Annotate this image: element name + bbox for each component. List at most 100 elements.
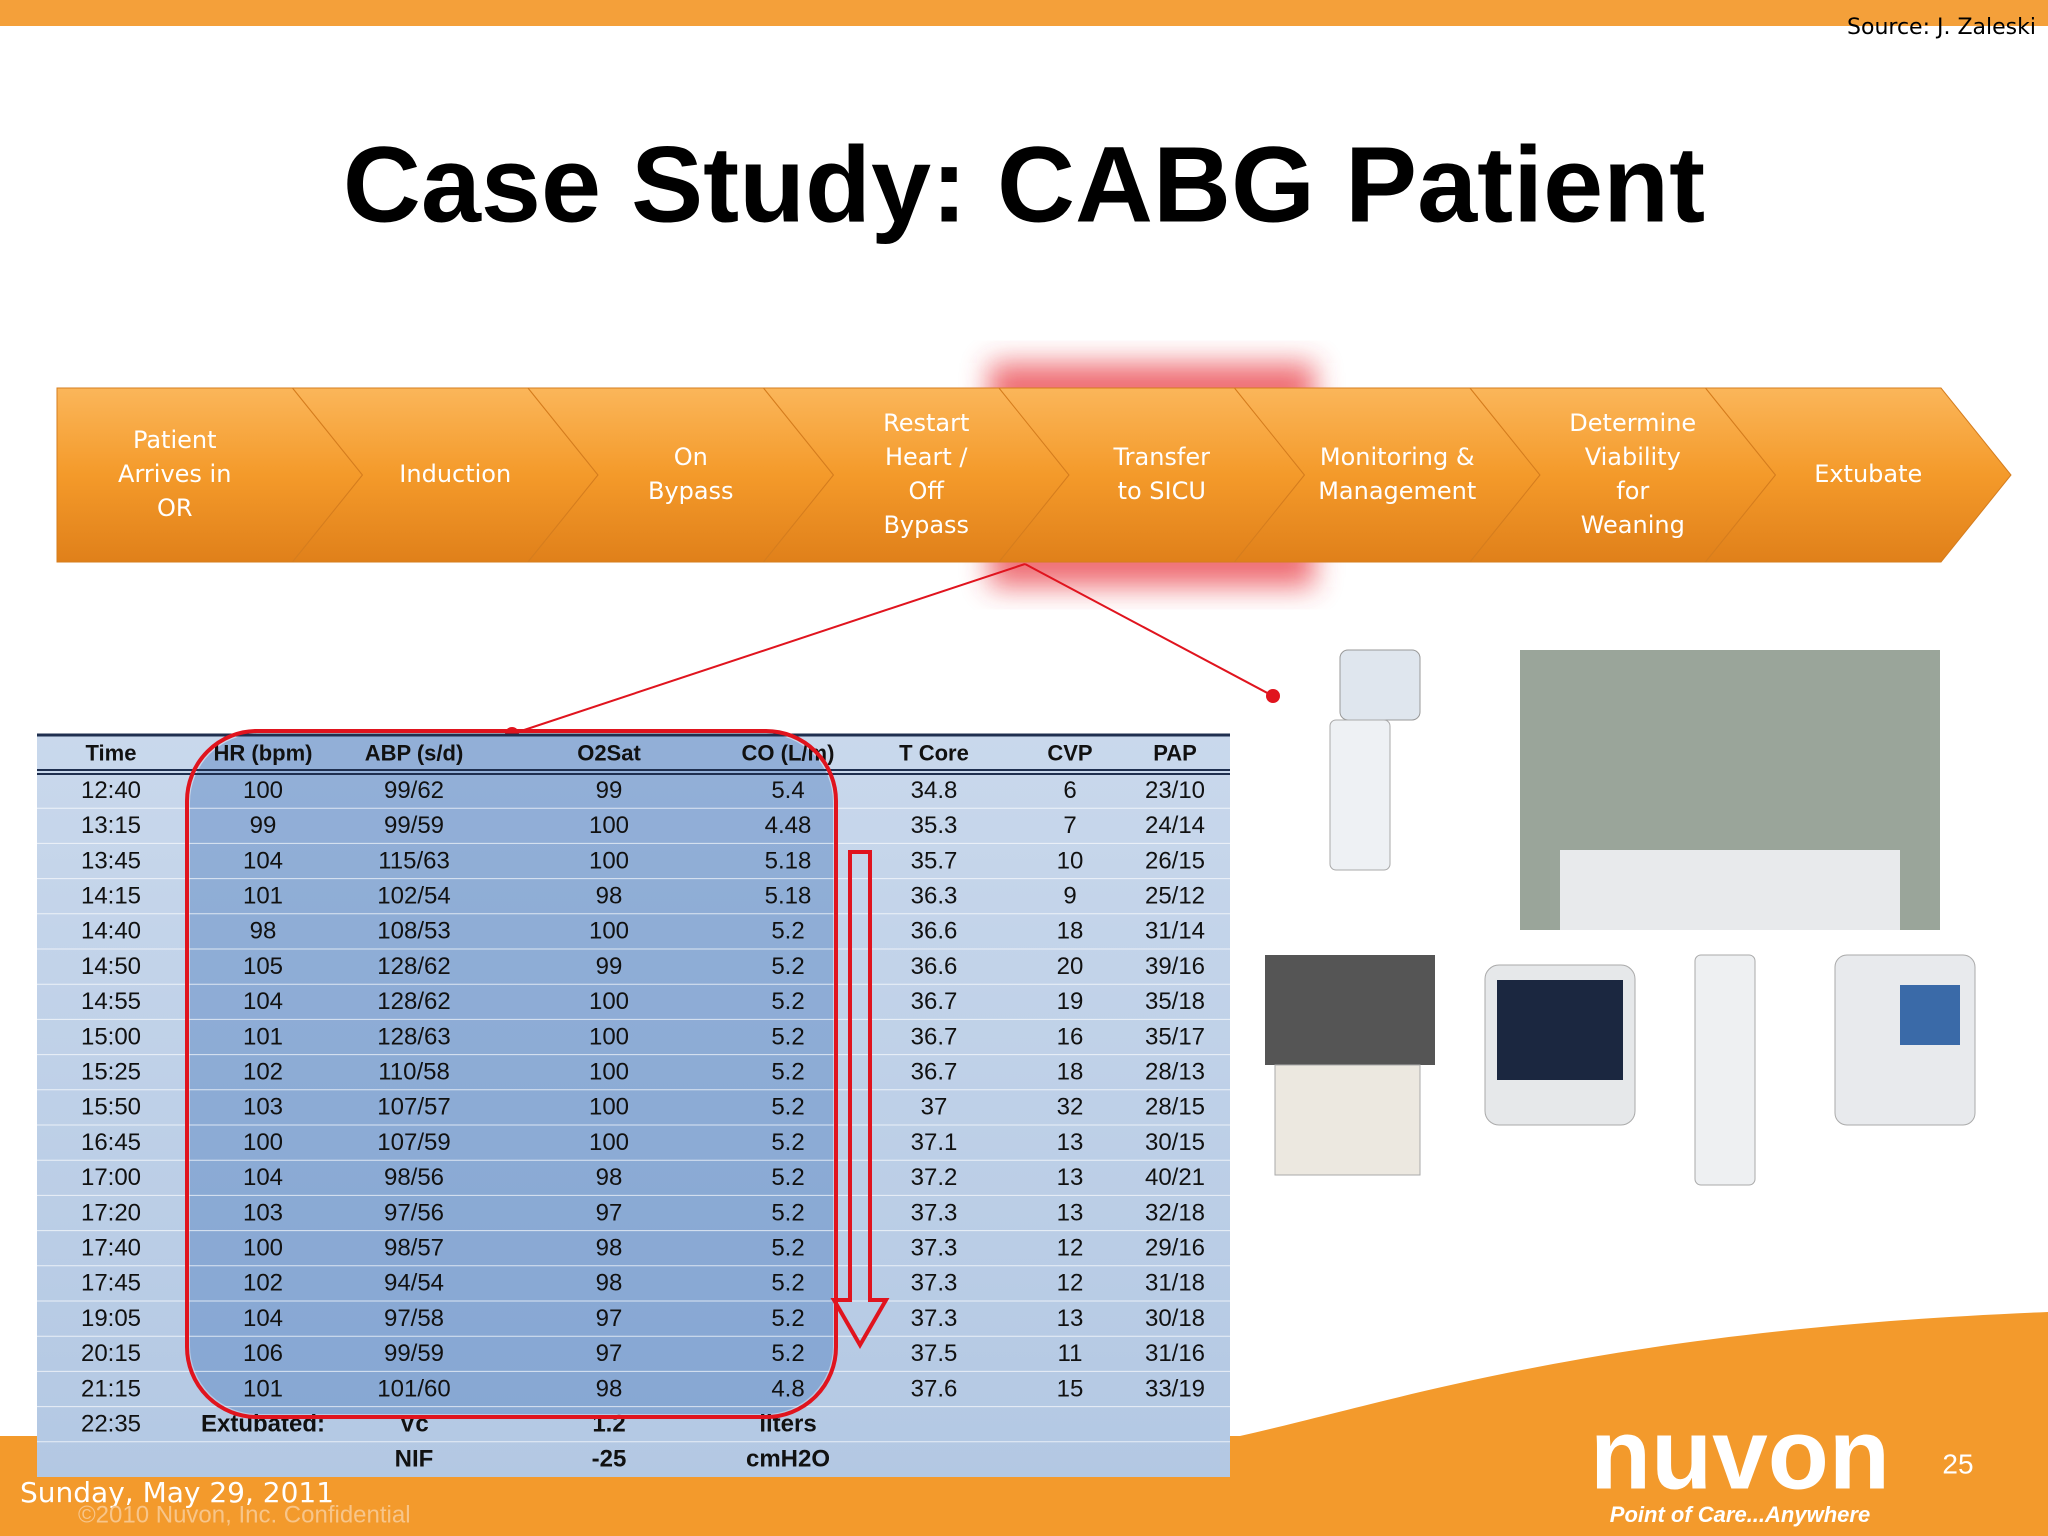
table-cell: 100 [589, 847, 629, 874]
table-cell: 39/16 [1145, 953, 1205, 980]
table-cell: 37 [921, 1094, 948, 1121]
table-cell: 107/59 [377, 1129, 450, 1156]
table-cell: 37.2 [911, 1164, 958, 1191]
device-images [1265, 649, 1976, 1186]
workflow: Patient Arrives in OR Induction On Bypass Rest… [56, 363, 2012, 587]
device-image [1694, 954, 1756, 1186]
table-cell: 23/10 [1145, 777, 1205, 804]
table-cell: 103 [243, 1199, 283, 1226]
step-label: for [1616, 477, 1649, 505]
table-cell: 17:40 [81, 1235, 141, 1262]
table-cell: 37.3 [911, 1270, 958, 1297]
source: Source: J. Zaleski [1847, 15, 2036, 40]
step-label: Bypass [648, 477, 734, 505]
table-cell: 99 [596, 953, 623, 980]
table-cell: 14:40 [81, 918, 141, 945]
column-header: ABP (s/d) [365, 740, 464, 765]
icu-photo [1560, 850, 1900, 930]
table-cell: 5.2 [771, 1023, 804, 1050]
table-cell: 102/54 [377, 883, 450, 910]
table-cell: 108/53 [377, 918, 450, 945]
table-cell: 35.3 [911, 812, 958, 839]
table-cell: 104 [243, 1305, 283, 1332]
table-cell: 98 [596, 1235, 623, 1262]
callout-line [1024, 563, 1274, 697]
table-cell: 7 [1063, 812, 1076, 839]
table-cell: 5.18 [765, 847, 812, 874]
step-label: Restart [883, 409, 969, 437]
table-cell: 5.2 [771, 1094, 804, 1121]
table-cell: 5.2 [771, 953, 804, 980]
table-cell: 13 [1057, 1129, 1084, 1156]
table-cell: 100 [589, 988, 629, 1015]
table-cell: 16:45 [81, 1129, 141, 1156]
table-cell: 17:45 [81, 1270, 141, 1297]
table-cell: 98/56 [384, 1164, 444, 1191]
table-cell: 36.7 [911, 1059, 958, 1086]
table-cell: 14:50 [81, 953, 141, 980]
step-label: Determine [1569, 409, 1696, 437]
table-cell: 101 [243, 1023, 283, 1050]
step-label: Heart / [885, 443, 968, 471]
table-cell: 13 [1057, 1305, 1084, 1332]
table-cell: 98 [596, 883, 623, 910]
table-cell: 5.2 [771, 1129, 804, 1156]
step-label: Weaning [1581, 511, 1685, 539]
table-cell: 36.7 [911, 988, 958, 1015]
table-cell: 110/58 [378, 1059, 450, 1086]
table-cell: 100 [243, 777, 283, 804]
table-cell: 31/14 [1145, 918, 1205, 945]
step-label: Off [909, 477, 945, 505]
table-cell: 106 [243, 1340, 283, 1367]
table-cell: 100 [243, 1129, 283, 1156]
table-cell: 19 [1057, 988, 1084, 1015]
step-chevron [1704, 387, 2012, 563]
table-cell: 12 [1057, 1270, 1084, 1297]
table-cell: 29/16 [1145, 1235, 1205, 1262]
table-cell: 9 [1063, 883, 1076, 910]
table-cell: 6 [1063, 777, 1076, 804]
table-cell: 5.2 [771, 1059, 804, 1086]
table-cell: 101/60 [377, 1375, 450, 1402]
step-label: Management [1318, 477, 1476, 505]
top-bar [0, 0, 2048, 26]
table-cell: 101 [243, 883, 283, 910]
step-label: Arrives in [118, 460, 231, 488]
table-cell: cmH2O [746, 1446, 830, 1473]
table-cell: 100 [243, 1235, 283, 1262]
table-cell: 1.2 [592, 1411, 625, 1438]
table-cell: 17:00 [81, 1164, 141, 1191]
table-cell: 24/14 [1145, 812, 1205, 839]
table-cell: 128/62 [377, 953, 450, 980]
step-label: Bypass [883, 511, 969, 539]
title: Case Study: CABG Patient [343, 124, 1705, 245]
table-cell: 100 [589, 918, 629, 945]
table-cell: 37.6 [911, 1375, 958, 1402]
table-cell: 15 [1057, 1375, 1084, 1402]
table-cell: 98 [250, 918, 277, 945]
table-cell: 100 [589, 812, 629, 839]
table-cell: 30/18 [1145, 1305, 1205, 1332]
table-highlight [190, 734, 833, 1414]
table-background [37, 735, 1230, 1477]
table-cell: 32 [1057, 1094, 1084, 1121]
table-cell: 36.7 [911, 1023, 958, 1050]
table-cell: 128/62 [377, 988, 450, 1015]
patient-monitor-image [1497, 980, 1623, 1080]
table-cell: 97/56 [384, 1199, 444, 1226]
table-cell: 18 [1057, 1059, 1084, 1086]
table-cell: 21:15 [81, 1375, 141, 1402]
table-cell: 101 [243, 1375, 283, 1402]
step-label: Induction [399, 460, 511, 488]
callout-dot [1266, 689, 1280, 703]
table-cell: 28/13 [1145, 1059, 1205, 1086]
table-cell: 15:00 [81, 1023, 141, 1050]
table-cell: 99/59 [384, 812, 444, 839]
table-cell: 115/63 [378, 847, 450, 874]
table-cell: 100 [589, 1094, 629, 1121]
table-cell: 20 [1057, 953, 1084, 980]
column-header: PAP [1153, 740, 1197, 765]
table-cell: 10 [1057, 847, 1084, 874]
table-cell: 35.7 [911, 847, 958, 874]
